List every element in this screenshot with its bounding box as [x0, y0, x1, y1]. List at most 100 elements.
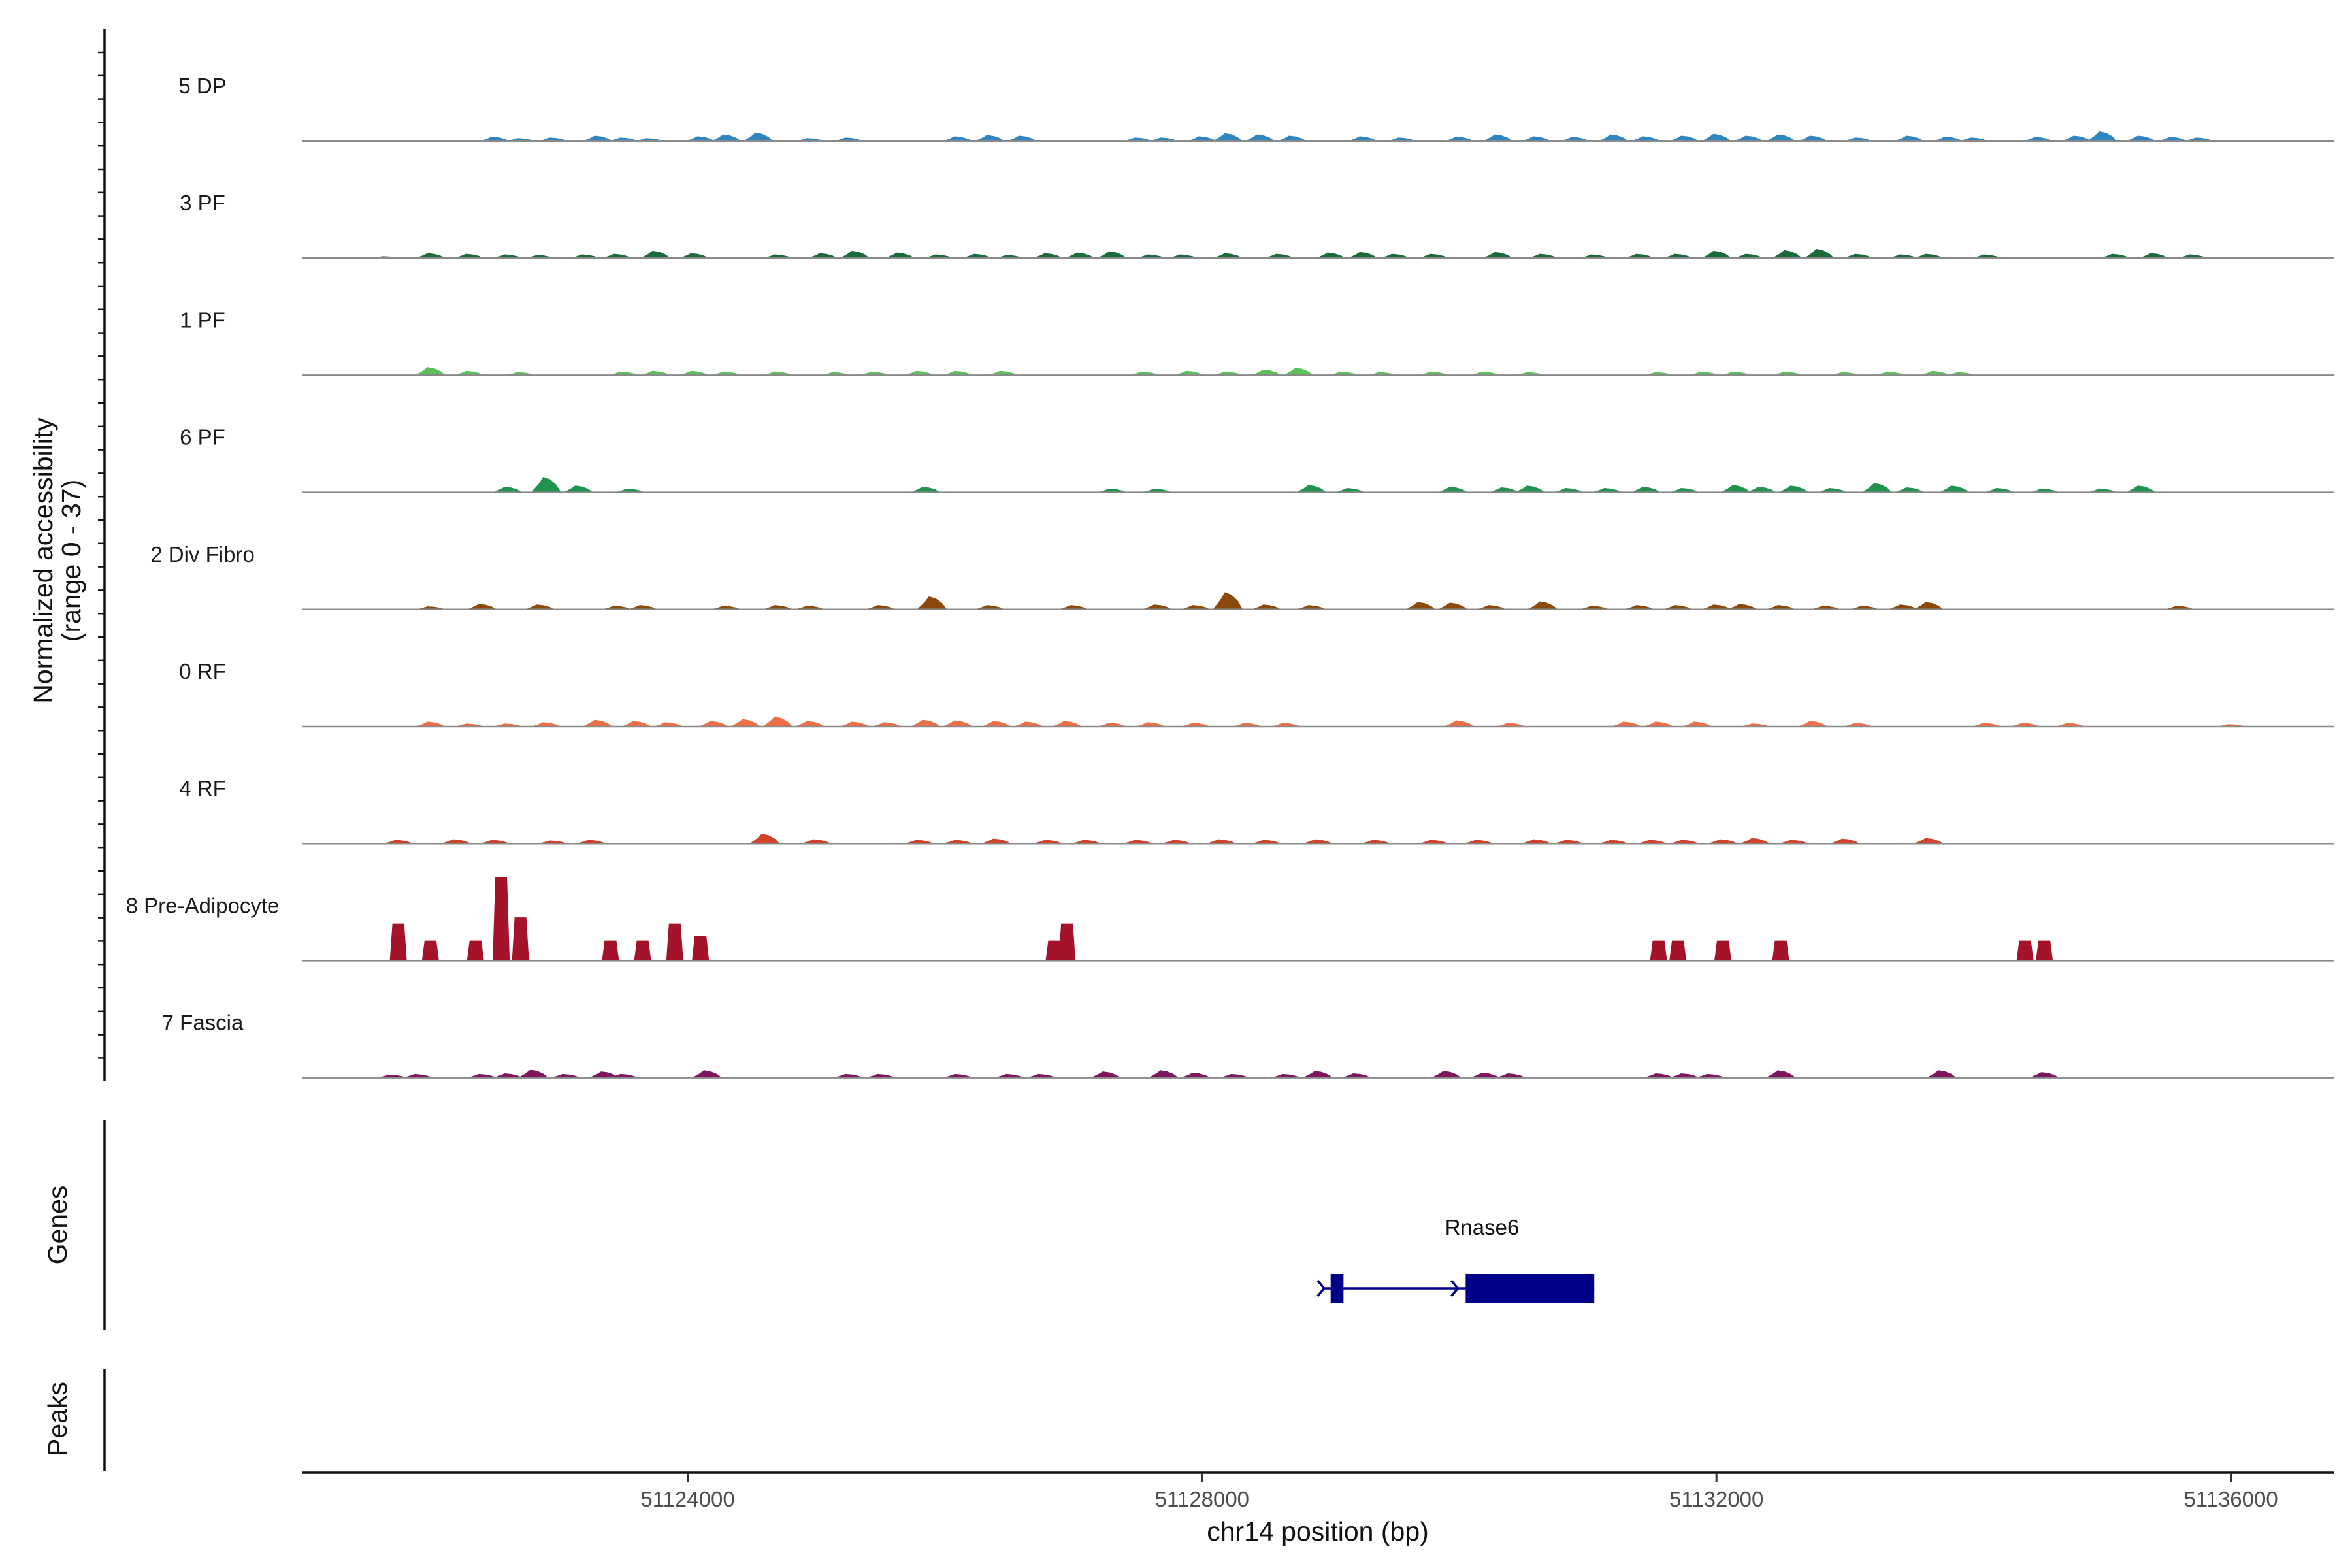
accessibility-peak	[570, 254, 600, 259]
x-tick-label: 51132000	[1669, 1487, 1763, 1511]
accessibility-peak	[1489, 487, 1520, 493]
accessibility-peak	[1958, 137, 1989, 141]
peaks-panel-title: Peaks	[42, 1382, 73, 1456]
accessibility-peak	[1052, 721, 1083, 727]
accessibility-peak	[1611, 721, 1642, 727]
accessibility-peak	[1380, 253, 1411, 259]
accessibility-peak	[1303, 1071, 1333, 1078]
gene-label: Rnase6	[1445, 1215, 1520, 1239]
gene-exon	[1330, 1274, 1344, 1303]
accessibility-peak	[1335, 487, 1365, 493]
accessibility-peak	[415, 367, 446, 376]
accessibility-peak	[1482, 134, 1513, 141]
accessibility-peak	[1174, 370, 1205, 376]
accessibility-peak	[942, 136, 973, 141]
track-2-div-fibro: 2 Div Fibro	[150, 542, 2334, 611]
genes-panel: Rnase6	[1316, 1215, 1595, 1303]
track-0-rf: 0 RF	[179, 659, 2334, 728]
accessibility-peak	[1303, 839, 1333, 844]
accessibility-peak	[492, 1073, 523, 1078]
accessibility-peak	[1708, 839, 1739, 844]
accessibility-peak	[389, 923, 407, 961]
accessibility-peak	[1887, 254, 1918, 259]
accessibility-peak	[794, 721, 825, 727]
accessibility-peak	[1592, 487, 1622, 493]
accessibility-peak	[1213, 592, 1243, 610]
accessibility-peak	[1181, 605, 1211, 610]
accessibility-peak	[942, 840, 973, 844]
accessibility-peak	[1669, 487, 1699, 493]
accessibility-peak	[1264, 253, 1294, 259]
accessibility-peak	[1129, 371, 1160, 376]
accessibility-peak	[872, 722, 902, 727]
accessibility-peak	[1624, 253, 1655, 259]
accessibility-peak	[685, 136, 716, 141]
accessibility-peak	[1971, 723, 2002, 727]
accessibility-peak	[453, 370, 484, 376]
track-8-pre-adipocyte: 8 Pre-Adipocyte	[126, 877, 2334, 962]
accessibility-peak	[608, 137, 639, 141]
accessibility-peak	[2125, 135, 2156, 141]
accessibility-peak	[1765, 1070, 1796, 1078]
y-axis-title-line2: (range 0 - 37)	[56, 480, 86, 642]
accessibility-peak	[1772, 250, 1803, 259]
accessibility-peak	[1181, 1073, 1211, 1078]
accessibility-peak	[1560, 137, 1590, 141]
accessibility-peak	[2177, 254, 2208, 259]
accessibility-peak	[1347, 136, 1378, 141]
accessibility-peak	[692, 1070, 723, 1078]
accessibility-peak	[666, 923, 683, 961]
accessibility-peak	[1797, 135, 1828, 141]
accessibility-peak	[1740, 838, 1771, 844]
y-axis-minor-ticks	[98, 51, 105, 1059]
accessibility-peak	[1328, 371, 1359, 376]
accessibility-peak	[2029, 488, 2060, 493]
accessibility-peak	[2061, 135, 2092, 141]
track-label: 0 RF	[179, 659, 226, 683]
y-axis-title-line1: Normalized accessibility	[28, 417, 58, 704]
accessibility-peak	[730, 719, 761, 727]
accessibility-peak	[942, 1073, 973, 1078]
accessibility-peak	[1842, 137, 1873, 141]
accessibility-peak	[1630, 136, 1661, 141]
accessibility-peak	[1630, 487, 1661, 493]
accessibility-peak	[589, 1071, 619, 1078]
accessibility-peak	[2087, 131, 2117, 141]
accessibility-peak	[1097, 723, 1128, 727]
accessibility-peak	[1206, 839, 1237, 844]
accessibility-peak	[987, 370, 1018, 376]
accessibility-peak	[1386, 137, 1416, 141]
x-axis-title: chr14 position (bp)	[1207, 1516, 1429, 1546]
accessibility-peak	[801, 839, 832, 844]
accessibility-peak	[1463, 840, 1494, 844]
accessibility-peak	[1135, 722, 1166, 727]
accessibility-peak	[1213, 371, 1243, 376]
accessibility-peak	[762, 605, 793, 610]
accessibility-peak	[762, 716, 793, 727]
accessibility-peak	[602, 940, 619, 961]
track-4-rf: 4 RF	[179, 776, 2334, 845]
accessibility-peak	[981, 838, 1011, 844]
accessibility-peak	[711, 371, 742, 376]
accessibility-peak	[1765, 134, 1796, 141]
accessibility-peak	[1733, 253, 1764, 259]
accessibility-peak	[608, 371, 639, 376]
accessibility-peak	[1579, 606, 1610, 610]
accessibility-peak	[640, 250, 671, 259]
accessibility-peak	[1849, 606, 1880, 610]
accessibility-peak	[1984, 487, 2015, 493]
accessibility-peak	[1064, 252, 1095, 259]
accessibility-peak	[865, 605, 896, 610]
accessibility-peak	[1071, 840, 1102, 844]
accessibility-peak	[640, 370, 671, 376]
accessibility-peak	[1141, 488, 1172, 493]
accessibility-peak	[1598, 840, 1629, 844]
accessibility-peak	[1469, 371, 1500, 376]
track-label: 6 PF	[180, 425, 225, 449]
accessibility-peak	[762, 254, 793, 259]
accessibility-peak	[621, 721, 651, 727]
accessibility-peak	[1141, 604, 1172, 610]
accessibility-peak	[749, 834, 780, 844]
accessibility-peak	[1842, 723, 1873, 727]
accessibility-peak	[1804, 249, 1835, 259]
